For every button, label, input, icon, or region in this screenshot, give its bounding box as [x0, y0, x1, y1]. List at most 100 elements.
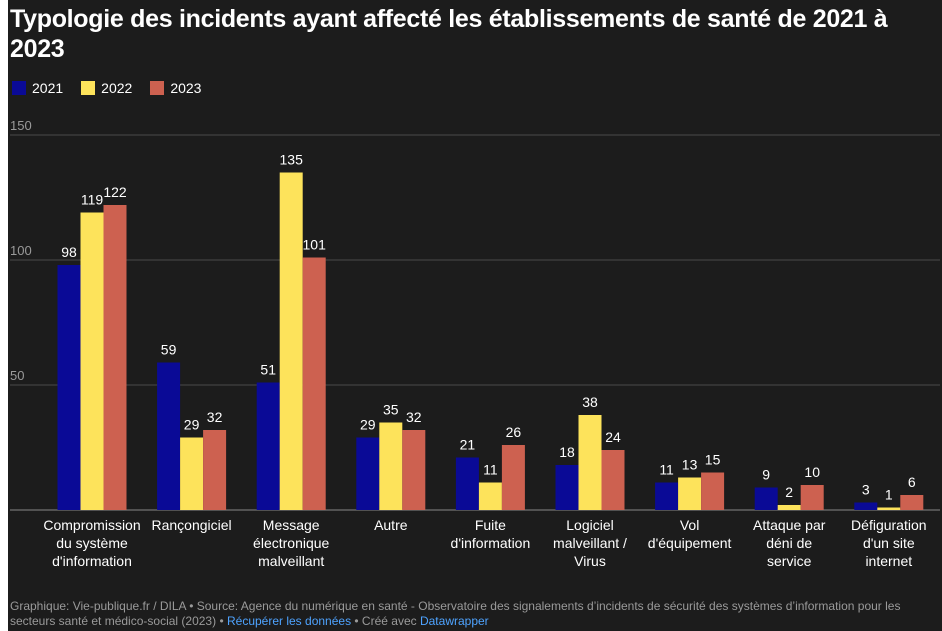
- data-label: 101: [303, 237, 327, 253]
- bar-2022: [578, 415, 602, 510]
- y-tick-label: 50: [10, 368, 24, 383]
- data-label: 10: [804, 464, 820, 480]
- data-label: 119: [81, 192, 104, 208]
- data-label: 32: [207, 409, 223, 425]
- bar-2022: [279, 172, 303, 510]
- data-label: 2: [785, 484, 793, 500]
- bar-2023: [103, 205, 127, 510]
- data-label: 135: [280, 152, 304, 168]
- data-label: 32: [406, 409, 422, 425]
- bar-2021: [655, 482, 679, 510]
- category-label-line: Logiciel: [566, 517, 613, 533]
- data-label: 11: [483, 462, 498, 478]
- chart-title: Typologie des incidents ayant affecté le…: [10, 5, 888, 63]
- bar-2021: [555, 465, 579, 510]
- category-label-line: électronique: [253, 535, 329, 551]
- bar-2021: [256, 382, 280, 510]
- data-label: 21: [460, 437, 476, 453]
- category-label: Défiguration d'un site internet: [851, 517, 927, 569]
- category-label-line: Défiguration: [851, 517, 927, 533]
- category-label: Attaque par déni de service: [753, 517, 826, 569]
- bar-2022: [478, 482, 502, 510]
- source-text: Graphique: Vie-publique.fr / DILA • Sour…: [10, 599, 901, 628]
- legend-item-2022: 2022: [81, 80, 132, 96]
- bar-2023: [501, 445, 525, 510]
- legend-swatch: [81, 81, 96, 95]
- category-label-line: Virus: [574, 553, 606, 569]
- created-with-text: • Créé avec: [351, 614, 420, 628]
- bar-2021: [57, 265, 81, 510]
- legend-label: 2022: [101, 80, 133, 96]
- category-label-line: d'information: [52, 553, 132, 569]
- category-label-line: d'information: [451, 535, 531, 551]
- category-label-line: malveillant /: [553, 535, 627, 551]
- chart-panel: [8, 0, 942, 631]
- category-label-line: déni de: [766, 535, 812, 551]
- chart-footer: Graphique: Vie-publique.fr / DILA • Sour…: [10, 599, 930, 629]
- bar-2023: [900, 495, 924, 510]
- category-label-line: d'un site: [863, 535, 915, 551]
- data-label: 13: [682, 457, 698, 473]
- bar-2022: [678, 477, 702, 510]
- legend-label: 2023: [170, 80, 202, 96]
- category-label-line: Rançongiciel: [152, 517, 232, 533]
- bar-2023: [701, 472, 725, 510]
- data-label: 18: [559, 444, 575, 460]
- category-label-line: Fuite: [475, 517, 506, 533]
- category-label-line: Compromission: [43, 517, 140, 533]
- category-label-line: malveillant: [258, 553, 324, 569]
- legend-item-2023: 2023: [150, 80, 201, 96]
- category-label: Compromission du système d'information: [43, 517, 140, 569]
- data-label: 35: [383, 402, 399, 418]
- data-label: 3: [862, 482, 870, 498]
- data-label: 24: [605, 429, 621, 445]
- y-tick-label: 150: [10, 118, 32, 133]
- bar-2023: [800, 485, 824, 510]
- data-label: 1: [885, 487, 893, 503]
- data-label: 26: [506, 424, 522, 440]
- legend-swatch: [150, 81, 165, 95]
- chart-legend: 2021 2022 2023: [12, 80, 201, 96]
- download-data-link[interactable]: Récupérer les données: [226, 614, 352, 628]
- data-label: 15: [705, 452, 721, 468]
- bar-2021: [854, 502, 878, 510]
- category-label-line: Vol: [680, 517, 699, 533]
- category-label: Vol d'équipement: [648, 517, 732, 551]
- category-label: Message électronique malveillant: [253, 517, 329, 569]
- bar-2021: [356, 437, 380, 510]
- bar-2023: [402, 430, 426, 510]
- data-label: 98: [61, 244, 77, 260]
- bar-2021: [455, 457, 479, 510]
- y-tick-label: 100: [10, 243, 32, 258]
- datawrapper-link[interactable]: Datawrapper: [419, 614, 489, 628]
- legend-item-2021: 2021: [12, 80, 63, 96]
- category-label-line: service: [767, 553, 812, 569]
- category-label-line: Message: [263, 517, 320, 533]
- bar-2021: [754, 487, 778, 510]
- bar-2022: [379, 422, 403, 510]
- category-label-line: internet: [865, 553, 912, 569]
- category-label: Autre: [374, 517, 408, 533]
- data-label: 9: [762, 467, 770, 483]
- category-label-line: d'équipement: [648, 535, 732, 551]
- bar-2022: [877, 507, 901, 510]
- category-label-line: Attaque par: [753, 517, 826, 533]
- data-label: 29: [184, 417, 200, 433]
- category-label-line: Autre: [374, 517, 408, 533]
- bar-2022: [80, 212, 104, 510]
- legend-swatch: [12, 81, 26, 95]
- bar-2023: [302, 257, 326, 510]
- data-label: 59: [161, 342, 177, 358]
- bar-2023: [203, 430, 227, 510]
- bar-2022: [180, 437, 204, 510]
- bar-2023: [601, 450, 625, 510]
- data-label: 11: [659, 462, 674, 478]
- data-label: 29: [360, 417, 376, 433]
- category-label-line: du système: [56, 535, 128, 551]
- data-label: 6: [908, 474, 916, 490]
- data-label: 122: [103, 184, 127, 200]
- data-label: 51: [260, 362, 276, 378]
- data-label: 38: [582, 394, 598, 410]
